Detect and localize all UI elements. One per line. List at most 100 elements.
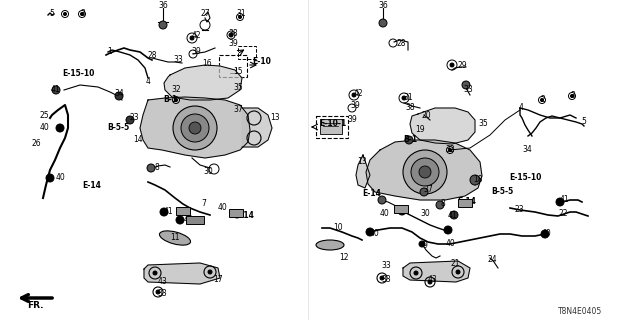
Bar <box>316 116 348 138</box>
Circle shape <box>449 148 451 151</box>
Text: B-5-5: B-5-5 <box>107 124 129 132</box>
Circle shape <box>405 136 413 144</box>
Text: 42: 42 <box>353 90 363 99</box>
Text: 41: 41 <box>163 207 173 217</box>
Text: 33: 33 <box>463 85 473 94</box>
Text: 13: 13 <box>270 114 280 123</box>
Text: 18: 18 <box>473 175 483 185</box>
Text: 32: 32 <box>445 146 455 155</box>
Text: 8: 8 <box>440 198 445 207</box>
Circle shape <box>428 280 432 284</box>
Text: B-1: B-1 <box>403 135 417 145</box>
Text: 39: 39 <box>350 101 360 110</box>
Text: 12: 12 <box>339 252 349 261</box>
Circle shape <box>402 96 406 100</box>
Text: 20: 20 <box>421 110 431 119</box>
Text: 41: 41 <box>50 85 60 94</box>
Text: 33: 33 <box>173 55 183 65</box>
Bar <box>238 46 256 59</box>
Circle shape <box>570 94 573 98</box>
Bar <box>186 216 204 224</box>
Circle shape <box>379 19 387 27</box>
Text: 31: 31 <box>403 92 413 101</box>
Text: B-5-5: B-5-5 <box>491 188 513 196</box>
Text: 41: 41 <box>447 211 457 220</box>
Text: 14: 14 <box>133 135 143 145</box>
Text: 40: 40 <box>445 238 455 247</box>
Text: E-10-1: E-10-1 <box>319 119 347 129</box>
Circle shape <box>46 174 54 182</box>
Text: 1: 1 <box>108 47 113 57</box>
Circle shape <box>126 116 134 124</box>
Text: 43: 43 <box>157 277 167 286</box>
Text: 40: 40 <box>370 228 380 237</box>
Circle shape <box>380 276 384 280</box>
Text: 29: 29 <box>457 61 467 70</box>
Circle shape <box>52 86 60 94</box>
Text: 35: 35 <box>478 118 488 127</box>
Polygon shape <box>144 263 220 284</box>
Text: E-15-10: E-15-10 <box>62 69 94 78</box>
Text: 19: 19 <box>415 125 425 134</box>
Text: 31: 31 <box>236 10 246 19</box>
Circle shape <box>378 196 386 204</box>
Text: 15: 15 <box>233 68 243 76</box>
Circle shape <box>160 208 168 216</box>
Circle shape <box>366 228 374 236</box>
Text: 40: 40 <box>39 124 49 132</box>
Polygon shape <box>140 97 250 158</box>
Text: E-14: E-14 <box>236 211 255 220</box>
Text: 10: 10 <box>333 223 343 233</box>
Circle shape <box>541 99 543 101</box>
Text: 30: 30 <box>420 209 430 218</box>
Text: 23: 23 <box>514 205 524 214</box>
Text: 35: 35 <box>233 84 243 92</box>
Text: 40: 40 <box>380 209 390 218</box>
Text: 34: 34 <box>522 146 532 155</box>
Text: 4: 4 <box>145 77 150 86</box>
Text: 40: 40 <box>183 215 193 225</box>
Circle shape <box>556 198 564 206</box>
Bar <box>176 207 190 215</box>
Circle shape <box>239 15 241 19</box>
Text: E-14: E-14 <box>363 188 381 197</box>
Text: 17: 17 <box>213 275 223 284</box>
Text: 39: 39 <box>191 47 201 57</box>
Bar <box>229 209 243 217</box>
Ellipse shape <box>159 231 191 245</box>
Text: 8: 8 <box>155 163 159 172</box>
Circle shape <box>456 270 460 274</box>
Circle shape <box>414 271 418 275</box>
Text: 30: 30 <box>203 167 213 177</box>
Circle shape <box>420 188 428 196</box>
Circle shape <box>147 164 155 172</box>
Polygon shape <box>403 261 470 282</box>
Text: 36: 36 <box>158 2 168 11</box>
Text: 37: 37 <box>233 106 243 115</box>
Text: 40: 40 <box>55 173 65 182</box>
Text: 4: 4 <box>518 103 524 113</box>
Bar <box>320 119 342 134</box>
Circle shape <box>159 21 167 29</box>
Circle shape <box>173 106 217 150</box>
Text: 43: 43 <box>427 276 437 284</box>
Circle shape <box>444 226 452 234</box>
Circle shape <box>189 122 201 134</box>
Circle shape <box>450 211 458 219</box>
Polygon shape <box>410 108 475 144</box>
Text: 32: 32 <box>171 85 181 94</box>
Text: 11: 11 <box>170 233 180 242</box>
Circle shape <box>233 210 241 218</box>
Circle shape <box>175 99 177 101</box>
Circle shape <box>156 290 160 294</box>
Text: 7: 7 <box>202 199 207 209</box>
Text: 41: 41 <box>559 196 569 204</box>
Polygon shape <box>356 155 370 188</box>
Text: E-14: E-14 <box>83 181 101 190</box>
Ellipse shape <box>316 240 344 250</box>
Circle shape <box>411 158 439 186</box>
Text: 6: 6 <box>179 206 184 215</box>
Text: 16: 16 <box>202 59 212 68</box>
Text: 34: 34 <box>114 90 124 99</box>
Circle shape <box>541 230 549 238</box>
